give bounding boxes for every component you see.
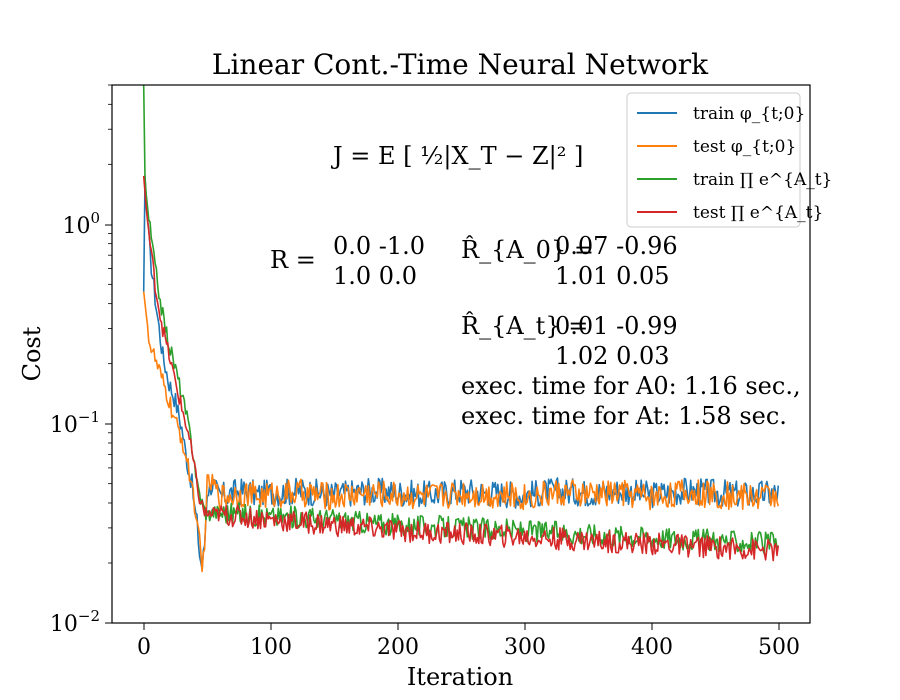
x-tick-label: 400 [631, 635, 673, 660]
exec-time-at: exec. time for At: 1.58 sec. [461, 402, 787, 430]
r-matrix-row2: 1.0 0.0 [333, 262, 417, 290]
x-tick-label: 200 [377, 635, 419, 660]
y-minor-ticks [108, 84, 112, 564]
series-line [142, 291, 780, 573]
series-line [142, 175, 780, 562]
legend-box [626, 92, 801, 228]
legend-label: test ∏ e^{A_t} [693, 203, 823, 223]
exec-time-a0: exec. time for A0: 1.16 sec., [461, 372, 801, 400]
ra0-matrix-label: R̂_{A_0} = [461, 236, 594, 264]
x-axis-label: Iteration [407, 663, 513, 691]
legend-label: test φ_{t;0} [693, 137, 796, 157]
x-tick-label: 500 [758, 635, 800, 660]
plot-frame [111, 84, 811, 624]
rat-matrix-row2: 1.02 0.03 [555, 342, 670, 370]
legend: train φ_{t;0}test φ_{t;0}train ∏ e^{A_t}… [626, 92, 832, 228]
legend-label: train ∏ e^{A_t} [693, 170, 832, 190]
objective-formula: J = E [ ½|X_T − Z|² ] [330, 142, 583, 171]
legend-label: train φ_{t;0} [693, 104, 805, 124]
x-tick-label: 100 [250, 635, 292, 660]
rat-matrix-row1: 0.01 -0.99 [555, 312, 678, 340]
r-matrix-label: R = [270, 246, 316, 274]
legend-entries: train φ_{t;0}test φ_{t;0}train ∏ e^{A_t}… [637, 104, 832, 223]
ra0-matrix-row2: 1.01 0.05 [555, 262, 670, 290]
y-axis-label: Cost [18, 326, 46, 381]
annotations: J = E [ ½|X_T − Z|² ] R = 0.0 -1.0 1.0 0… [270, 142, 801, 430]
x-tick-label: 300 [504, 635, 546, 660]
series-layer [142, 84, 780, 573]
x-axis: 0 100 200 300 400 500 [137, 623, 800, 660]
ra0-matrix-row1: 0.07 -0.96 [555, 232, 678, 260]
r-matrix-row1: 0.0 -1.0 [333, 232, 425, 260]
rat-matrix-label: R̂_{A_t} = [461, 312, 588, 340]
chart-title: Linear Cont.-Time Neural Network [212, 48, 709, 81]
x-tick-label: 0 [137, 635, 151, 660]
